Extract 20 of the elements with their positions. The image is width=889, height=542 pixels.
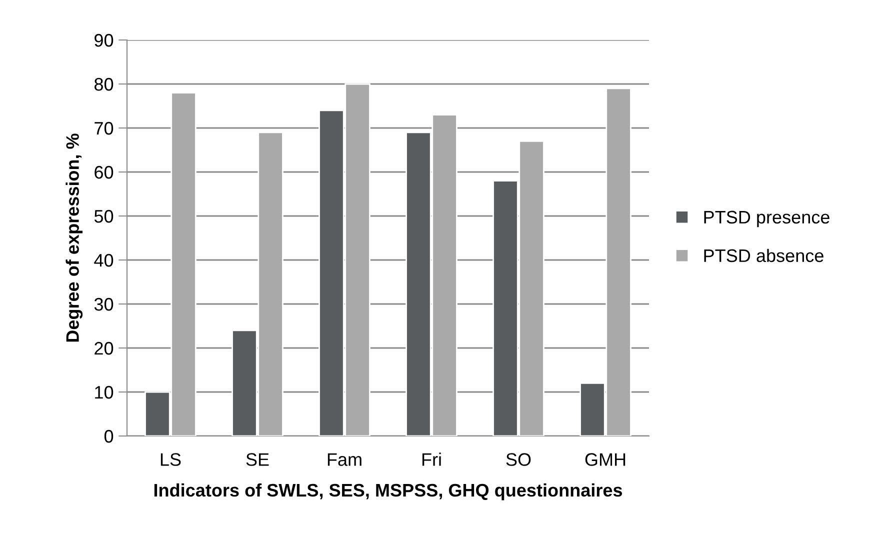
y-tick-label: 0 xyxy=(104,430,114,443)
x-tick-label: LS xyxy=(160,453,181,466)
y-tick-label: 30 xyxy=(94,298,114,311)
x-axis-title: Indicators of SWLS, SES, MSPSS, GHQ questionnaires xyxy=(154,483,622,500)
x-tick-label: GMH xyxy=(585,453,626,466)
x-tick-label: SO xyxy=(506,453,531,466)
y-tick-label: 70 xyxy=(94,122,114,135)
x-tick-label: SE xyxy=(246,453,269,466)
x-tick-label: Fri xyxy=(422,452,441,466)
y-tick-label: 60 xyxy=(94,166,114,179)
y-tick-label: 50 xyxy=(94,210,114,223)
y-tick-label: 10 xyxy=(95,386,114,399)
y-tick-label: 90 xyxy=(94,34,114,47)
legend-label: PTSD absence xyxy=(704,248,824,262)
x-tick-label: Fam xyxy=(328,453,362,466)
y-tick-label: 20 xyxy=(94,342,114,355)
y-tick-label: 80 xyxy=(94,78,114,91)
y-axis-title: Degree of expression, % xyxy=(66,134,83,342)
legend-label: PTSD presence xyxy=(704,210,830,228)
y-tick-label: 40 xyxy=(94,254,114,267)
